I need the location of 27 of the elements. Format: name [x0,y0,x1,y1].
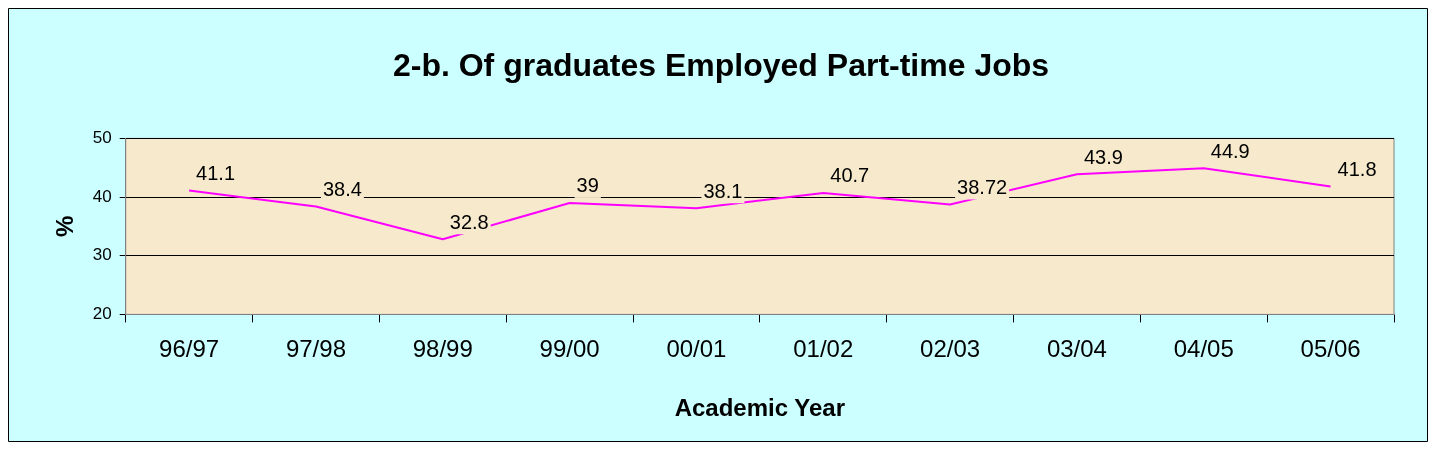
x-tick-label: 01/02 [793,335,854,363]
x-tick-label: 00/01 [666,335,727,363]
x-tick-label: 98/99 [412,335,473,363]
data-label: 39 [576,174,599,197]
x-tick-label: 02/03 [920,335,981,363]
data-label: 38.72 [957,176,1008,199]
x-tick-label: 96/97 [159,335,220,363]
y-axis-title: % [51,215,79,238]
x-tick-label: 05/06 [1300,335,1361,363]
x-axis-title: Academic Year [674,394,846,422]
data-label: 38.4 [322,177,362,200]
data-label: 32.8 [449,210,489,233]
x-tick-label: 03/04 [1046,335,1107,363]
x-tick-label: 99/00 [539,335,600,363]
data-label: 40.7 [830,164,870,187]
data-label: 41.8 [1337,158,1377,181]
y-tick-label: 50 [92,128,112,148]
data-label: 44.9 [1210,139,1250,162]
y-tick-label: 40 [92,186,112,206]
y-tick-label: 30 [92,245,112,265]
data-label: 43.9 [1083,145,1123,168]
data-label: 41.1 [196,162,236,185]
y-tick-label: 20 [92,304,112,324]
chart-title: 2-b. Of graduates Employed Part-time Jobs [392,47,1050,84]
x-tick-label: 97/98 [285,335,346,363]
x-tick-label: 04/05 [1173,335,1234,363]
data-label: 38.1 [703,179,743,202]
